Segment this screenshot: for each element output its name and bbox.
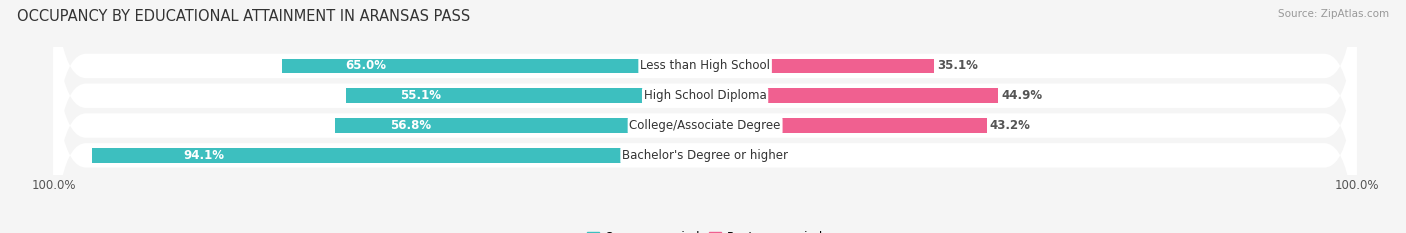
Text: 5.9%: 5.9%: [747, 149, 780, 162]
Text: Less than High School: Less than High School: [640, 59, 770, 72]
Bar: [346, 88, 706, 103]
FancyBboxPatch shape: [53, 0, 1357, 203]
Text: 56.8%: 56.8%: [391, 119, 432, 132]
Legend: Owner-occupied, Renter-occupied: Owner-occupied, Renter-occupied: [582, 226, 828, 233]
Text: Bachelor's Degree or higher: Bachelor's Degree or higher: [621, 149, 789, 162]
FancyBboxPatch shape: [53, 19, 1357, 233]
Text: 43.2%: 43.2%: [990, 119, 1031, 132]
Text: 35.1%: 35.1%: [938, 59, 979, 72]
Text: 55.1%: 55.1%: [399, 89, 441, 102]
Bar: [91, 148, 706, 163]
Text: Source: ZipAtlas.com: Source: ZipAtlas.com: [1278, 9, 1389, 19]
Text: OCCUPANCY BY EDUCATIONAL ATTAINMENT IN ARANSAS PASS: OCCUPANCY BY EDUCATIONAL ATTAINMENT IN A…: [17, 9, 470, 24]
Bar: [706, 118, 987, 133]
Bar: [706, 88, 998, 103]
FancyBboxPatch shape: [53, 0, 1357, 233]
Text: 94.1%: 94.1%: [184, 149, 225, 162]
Bar: [335, 118, 706, 133]
Bar: [281, 58, 706, 73]
Bar: [706, 58, 934, 73]
Text: High School Diploma: High School Diploma: [644, 89, 766, 102]
FancyBboxPatch shape: [53, 0, 1357, 233]
Bar: [706, 148, 744, 163]
Text: 44.9%: 44.9%: [1001, 89, 1042, 102]
Text: College/Associate Degree: College/Associate Degree: [630, 119, 780, 132]
Text: 65.0%: 65.0%: [344, 59, 387, 72]
